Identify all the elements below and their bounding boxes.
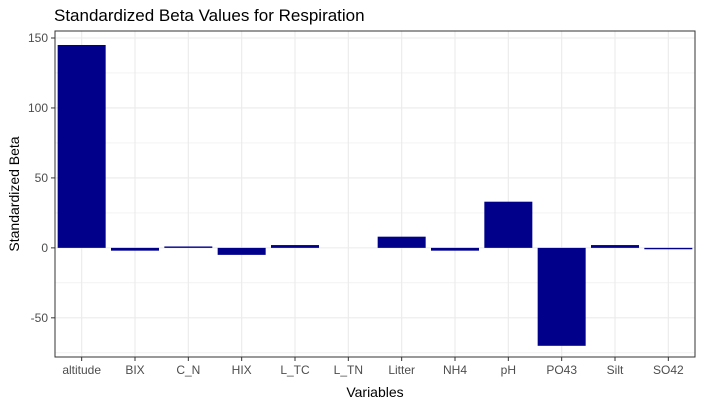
chart-title: Standardized Beta Values for Respiration — [54, 6, 365, 25]
y-tick-label: 50 — [35, 171, 49, 185]
bar-nh4 — [431, 247, 479, 251]
x-tick-label: PO43 — [546, 363, 577, 377]
plot-panel-border — [54, 30, 696, 358]
y-tick-label: 100 — [28, 101, 48, 115]
y-tick-label: -50 — [31, 311, 49, 325]
bar-c_n — [164, 246, 213, 248]
y-tick-label: 0 — [41, 241, 48, 255]
x-tick-label: HIX — [232, 363, 252, 377]
x-tick-label: BIX — [125, 363, 144, 377]
bar-silt — [591, 245, 639, 248]
grid-lines — [55, 31, 695, 357]
bar-po43 — [537, 247, 586, 346]
bar-litter — [377, 236, 426, 248]
y-axis-ticks: -50 0 50 100 150 — [28, 31, 55, 325]
bar-ph — [484, 201, 533, 248]
x-tick-label: L_TC — [280, 363, 310, 377]
bar-altitude — [57, 44, 106, 248]
bars — [57, 44, 693, 346]
bar-so42 — [644, 247, 693, 250]
bar-l_tc — [271, 245, 319, 248]
x-tick-label: C_N — [176, 363, 200, 377]
bar-hix — [217, 247, 266, 255]
x-tick-label: Silt — [607, 363, 624, 377]
x-tick-label: Litter — [388, 363, 415, 377]
x-tick-label: altitude — [62, 363, 101, 377]
x-axis-ticks: altitude BIX C_N HIX L_TC L_TN Litter NH4 pH PO43… — [62, 357, 684, 377]
x-tick-label: NH4 — [443, 363, 467, 377]
bar-bix — [111, 247, 159, 251]
y-tick-label: 150 — [28, 31, 48, 45]
x-tick-label: pH — [501, 363, 516, 377]
plot-panel — [55, 31, 695, 357]
x-tick-label: L_TN — [334, 363, 363, 377]
y-axis-label: Standardized Beta — [6, 136, 22, 251]
x-tick-label: SO42 — [653, 363, 684, 377]
x-axis-label: Variables — [346, 384, 403, 400]
